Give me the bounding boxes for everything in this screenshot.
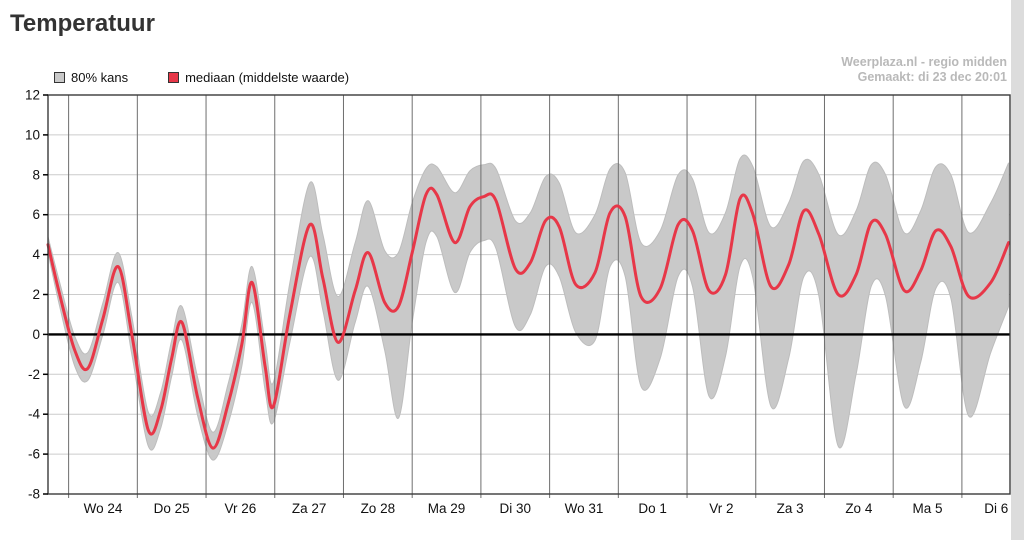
x-day-label: Za 27 <box>292 501 327 516</box>
x-day-label: Di 6 <box>984 501 1008 516</box>
legend-item-median: mediaan (middelste waarde) <box>168 70 349 85</box>
x-day-label: Zo 4 <box>845 501 873 516</box>
legend-band-label: 80% kans <box>71 70 129 85</box>
x-day-label: Ma 5 <box>913 501 943 516</box>
y-tick-label: -8 <box>28 487 40 502</box>
y-tick-label: -4 <box>28 407 40 422</box>
x-day-label: Zo 28 <box>361 501 396 516</box>
x-day-label: Vr 2 <box>709 501 733 516</box>
y-tick-label: 12 <box>25 88 40 103</box>
x-day-label: Za 3 <box>777 501 804 516</box>
uncertainty-band <box>47 154 1010 461</box>
legend-item-band: 80% kans <box>54 70 128 85</box>
watermark: Weerplaza.nl - regio midden Gemaakt: di … <box>841 55 1007 85</box>
x-day-label: Wo 24 <box>84 501 123 516</box>
x-day-label: Wo 31 <box>565 501 604 516</box>
legend-band-swatch <box>54 72 65 83</box>
chart-legend: 80% kans mediaan (middelste waarde) <box>54 70 349 85</box>
y-tick-label: 8 <box>32 167 40 182</box>
page-title: Temperatuur <box>10 10 155 37</box>
watermark-source: Weerplaza.nl - regio midden <box>841 55 1007 69</box>
watermark-generated: Gemaakt: di 23 dec 20:01 <box>857 70 1007 84</box>
x-day-label: Do 1 <box>638 501 667 516</box>
y-tick-label: 4 <box>32 247 40 262</box>
y-tick-label: 0 <box>32 327 40 342</box>
x-day-label: Ma 29 <box>428 501 466 516</box>
y-tick-label: -2 <box>28 367 40 382</box>
x-day-label: Do 25 <box>154 501 190 516</box>
x-day-label: Di 30 <box>499 501 531 516</box>
page-right-gutter <box>1011 0 1024 540</box>
median-line <box>46 186 1011 450</box>
y-tick-label: 2 <box>32 287 40 302</box>
legend-median-label: mediaan (middelste waarde) <box>185 70 350 85</box>
x-day-label: Vr 26 <box>225 501 257 516</box>
legend-median-swatch <box>168 72 180 83</box>
y-tick-label: 6 <box>32 207 40 222</box>
y-tick-label: -6 <box>28 447 40 462</box>
y-tick-label: 10 <box>25 127 40 142</box>
